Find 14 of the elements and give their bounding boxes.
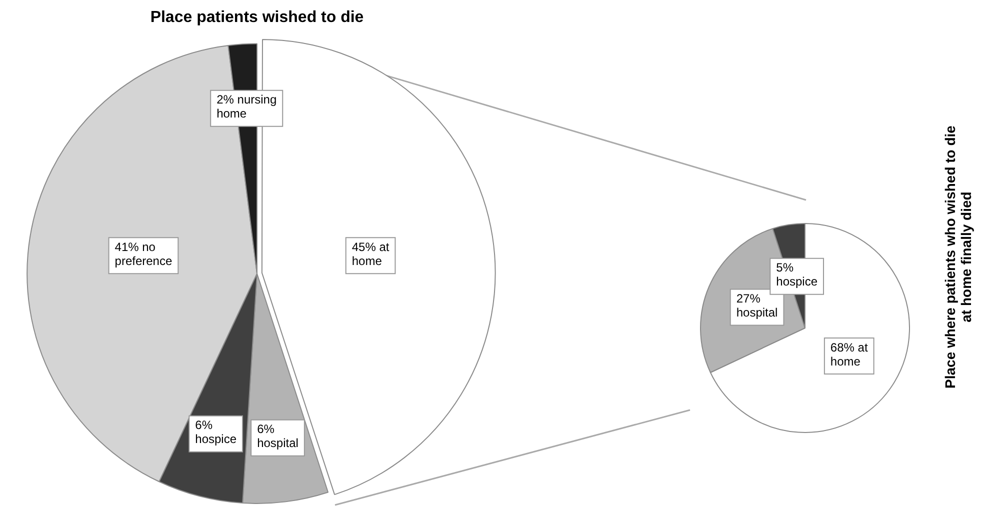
slice-label: hospice [195, 432, 237, 446]
data-label: 27% [736, 292, 761, 306]
data-label: 6% [257, 422, 275, 436]
data-label: 6% [195, 418, 213, 432]
data-label: 5% [776, 260, 794, 275]
slice-label: 45% at home [352, 240, 390, 268]
slice-label: 41% no preference [114, 240, 172, 268]
chart-title: Place patients wished to die [150, 9, 364, 26]
text: Place where patients who wished to die at home finally died [942, 124, 974, 390]
slice-label: 2% nursing home [216, 92, 277, 121]
slice-label: hospice [776, 274, 818, 289]
slice-label: hospital [736, 306, 778, 320]
slice-label: hospital [257, 436, 298, 450]
slice-label: 68% at home [830, 340, 868, 368]
